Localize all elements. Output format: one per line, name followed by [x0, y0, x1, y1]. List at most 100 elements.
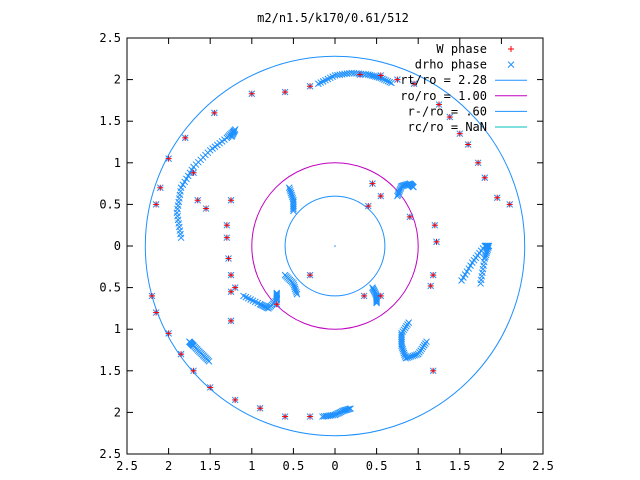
- drho-point: [347, 405, 354, 412]
- w-phase-point: [211, 109, 218, 116]
- drho-point: [273, 291, 281, 299]
- w-phase-point: [203, 205, 210, 212]
- drho-point: [287, 187, 294, 195]
- w-phase-point: [282, 413, 289, 420]
- drho-point: [460, 274, 467, 281]
- drho-point: [400, 349, 408, 357]
- drho-point: [481, 255, 489, 262]
- w-phase-point: [282, 89, 289, 96]
- w-phase-point: [377, 292, 384, 299]
- drho-point: [461, 271, 469, 278]
- w-phase-point: [232, 284, 239, 291]
- data-points: [148, 46, 515, 420]
- w-phase-point: [228, 317, 234, 324]
- drho-point: [290, 205, 297, 213]
- drho-point: [288, 191, 295, 199]
- w-phase-point: [190, 169, 197, 176]
- drho-point: [286, 186, 294, 193]
- w-phase-point: [228, 197, 234, 204]
- drho-point: [407, 353, 415, 360]
- drho-point: [291, 285, 299, 293]
- w-phase-point: [228, 272, 234, 279]
- y-tick-label: 0.5: [99, 281, 121, 295]
- legend-marker: [508, 46, 514, 52]
- y-tick-label: 0: [114, 239, 121, 253]
- x-tick-label: 1.5: [199, 459, 221, 473]
- drho-point: [410, 183, 417, 191]
- y-tick-label: 1.5: [99, 364, 121, 378]
- drho-point: [388, 79, 395, 87]
- drho-point: [344, 405, 352, 413]
- w-phase-point: [190, 367, 197, 374]
- w-phase-point: [223, 234, 230, 241]
- w-phase-point: [165, 155, 172, 162]
- y-tick-label: 2: [114, 73, 121, 87]
- x-tick-label: 0.5: [366, 459, 388, 473]
- w-phase-point: [411, 80, 418, 87]
- drho-point: [373, 297, 380, 305]
- w-phase-point: [307, 272, 314, 279]
- drho-point: [382, 77, 390, 84]
- x-tick-label: 2: [498, 459, 505, 473]
- w-phase-point: [506, 201, 513, 208]
- drho-point: [467, 262, 474, 269]
- w-phase-point: [446, 114, 453, 121]
- drho-point: [483, 247, 491, 255]
- w-phase-point: [228, 288, 234, 295]
- drho-point: [291, 283, 298, 291]
- w-phase-point: [377, 193, 384, 200]
- w-phase-point: [431, 222, 438, 229]
- drho-point: [482, 253, 489, 261]
- w-phase-point: [456, 130, 463, 137]
- drho-point: [345, 405, 353, 413]
- w-phase-point: [207, 384, 214, 391]
- drho-point: [205, 357, 213, 365]
- x-tick-label: 2.5: [116, 459, 138, 473]
- drho-point: [399, 346, 407, 353]
- drho-point: [293, 289, 300, 296]
- w-phase-point: [377, 72, 384, 79]
- x-tick-label: 0: [331, 459, 338, 473]
- w-phase-point: [225, 255, 232, 262]
- radius-circle: [284, 195, 386, 297]
- w-phase-point: [178, 351, 185, 358]
- drho-point: [409, 352, 417, 360]
- drho-point: [273, 290, 281, 298]
- origin-marker: [334, 245, 336, 247]
- drho-point: [287, 189, 295, 197]
- w-phase-point: [436, 101, 442, 108]
- drho-point: [228, 133, 235, 141]
- w-phase-point: [430, 367, 437, 374]
- y-tick-label: 2.5: [99, 31, 121, 45]
- y-tick-label: 1: [114, 322, 121, 336]
- drho-point: [401, 351, 408, 359]
- drho-point: [380, 76, 388, 83]
- legend-label: drho phase: [415, 58, 487, 72]
- drho-point: [463, 268, 471, 275]
- w-phase-point: [148, 292, 155, 299]
- drho-point: [405, 319, 413, 327]
- y-tick-label: 1: [114, 156, 121, 170]
- x-tick-label: 0.5: [283, 459, 305, 473]
- radius-circle: [144, 55, 526, 437]
- drho-point: [384, 77, 392, 85]
- drho-point: [386, 78, 394, 86]
- w-phase-point: [361, 292, 368, 299]
- drho-point: [186, 169, 194, 177]
- x-tick-label: 2: [165, 459, 172, 473]
- drho-point: [292, 287, 300, 294]
- drho-point: [181, 178, 188, 186]
- drho-point: [402, 354, 410, 362]
- drho-point: [401, 353, 409, 360]
- drho-point: [179, 181, 187, 189]
- drho-point: [290, 281, 298, 289]
- w-phase-point: [257, 405, 264, 412]
- x-tick-label: 1: [248, 459, 255, 473]
- radius-circle: [251, 162, 419, 330]
- x-tick-label: 1: [415, 459, 422, 473]
- w-phase-point: [157, 184, 164, 191]
- w-phase-point: [153, 201, 160, 208]
- w-phase-point: [406, 213, 413, 220]
- drho-point: [414, 350, 422, 358]
